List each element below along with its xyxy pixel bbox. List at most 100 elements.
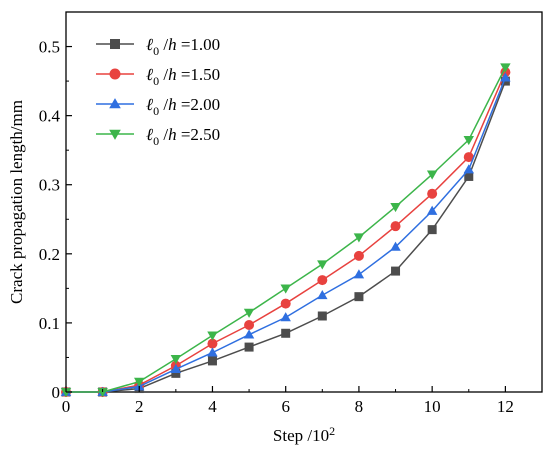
data-point — [354, 292, 364, 302]
data-point — [390, 221, 401, 232]
data-point — [426, 170, 438, 180]
data-point — [463, 135, 474, 146]
legend-h: h — [168, 65, 177, 84]
x-tick-label: 6 — [281, 397, 290, 416]
data-point — [464, 171, 474, 181]
data-point — [60, 388, 72, 398]
legend-label: ℓ0 /h =2.50 — [146, 125, 220, 148]
legend-subscript: 0 — [153, 104, 159, 118]
series-layer — [60, 63, 511, 398]
data-point — [390, 241, 401, 251]
data-point — [280, 312, 291, 322]
legend-item: ℓ0 /h =2.50 — [96, 125, 220, 148]
legend-item: ℓ0 /h =2.00 — [96, 95, 220, 118]
legend-subscript: 0 — [153, 74, 159, 88]
data-point — [207, 338, 218, 349]
data-point — [317, 275, 328, 286]
data-point — [353, 269, 365, 279]
x-tick-label: 12 — [497, 397, 514, 416]
legend-h: h — [168, 125, 177, 144]
data-point — [353, 250, 364, 261]
data-point — [243, 308, 255, 318]
legend-h: h — [168, 95, 177, 114]
legend-marker — [109, 98, 121, 109]
data-point — [463, 152, 474, 163]
x-tick-label: 2 — [135, 397, 144, 416]
data-point — [207, 331, 218, 341]
y-tick-label: 0 — [52, 383, 61, 402]
x-tick-label: 8 — [355, 397, 364, 416]
data-point — [390, 202, 401, 213]
x-tick-label: 4 — [208, 397, 217, 416]
legend-label: ℓ0 /h =1.50 — [146, 65, 220, 88]
data-point — [280, 298, 291, 309]
y-tick-label: 0.5 — [39, 38, 60, 57]
legend-label: ℓ0 /h =2.00 — [146, 95, 220, 118]
plot-area — [65, 11, 543, 393]
legend-ell: ℓ — [146, 35, 153, 54]
data-point — [280, 284, 291, 294]
series-2 — [61, 67, 511, 397]
y-tick-label: 0.3 — [39, 176, 60, 195]
x-tick-label: 10 — [424, 397, 441, 416]
y-tick-label: 0.4 — [39, 107, 61, 126]
data-point — [171, 368, 181, 378]
data-point — [500, 72, 511, 82]
y-tick-label: 0.2 — [39, 245, 60, 264]
data-point — [170, 354, 182, 365]
legend-value: =1.50 — [177, 65, 221, 84]
legend-marker — [109, 129, 121, 140]
data-point — [207, 356, 217, 366]
series-line — [66, 77, 507, 393]
series-1 — [61, 76, 510, 397]
legend-marker — [109, 68, 121, 80]
data-point — [317, 260, 328, 270]
data-point — [500, 63, 511, 73]
legend-item: ℓ0 /h =1.50 — [96, 65, 220, 88]
legend-value: =2.50 — [177, 125, 221, 144]
legend-value: =1.00 — [177, 35, 221, 54]
legend-marker — [110, 39, 120, 49]
data-point — [207, 347, 218, 357]
legend-slash: / — [159, 125, 168, 144]
data-point — [281, 328, 291, 338]
data-point — [244, 342, 254, 352]
data-point — [317, 311, 327, 321]
data-point — [463, 164, 474, 174]
data-point — [353, 233, 365, 243]
data-point — [391, 266, 401, 276]
legend-ell: ℓ — [146, 65, 153, 84]
x-tick-label: 0 — [62, 397, 71, 416]
legend-ell: ℓ — [146, 95, 153, 114]
series-line — [66, 71, 507, 393]
x-axis-label-text: Step /10 — [273, 426, 329, 445]
y-axis-label: Crack propagation length/mm — [7, 100, 26, 304]
data-point — [427, 225, 437, 235]
x-axis-label-superscript: 2 — [329, 424, 335, 438]
data-point — [134, 377, 145, 387]
y-tick-label: 0.1 — [39, 314, 60, 333]
x-axis-label: Step /102 — [273, 424, 335, 445]
ticks-layer: 0 2 4 6 8 10 12 0 0.1 0.2 0.3 0.4 0.5 — [39, 11, 543, 416]
legend-slash: / — [159, 35, 168, 54]
data-point — [97, 388, 108, 398]
data-point — [243, 329, 255, 339]
data-point — [426, 205, 438, 215]
series-4 — [60, 63, 511, 398]
plot-frame — [65, 11, 543, 393]
series-line — [66, 66, 507, 393]
legend-subscript: 0 — [153, 134, 159, 148]
data-point — [317, 289, 328, 300]
legend-ell: ℓ — [146, 125, 153, 144]
data-point — [170, 363, 182, 374]
legend-item: ℓ0 /h =1.00 — [96, 35, 220, 58]
legend-value: =2.00 — [177, 95, 221, 114]
series-3 — [60, 72, 511, 396]
data-point — [244, 319, 255, 330]
legend-slash: / — [159, 95, 168, 114]
legend-slash: / — [159, 65, 168, 84]
legend-h: h — [168, 35, 177, 54]
legend-subscript: 0 — [153, 44, 159, 58]
